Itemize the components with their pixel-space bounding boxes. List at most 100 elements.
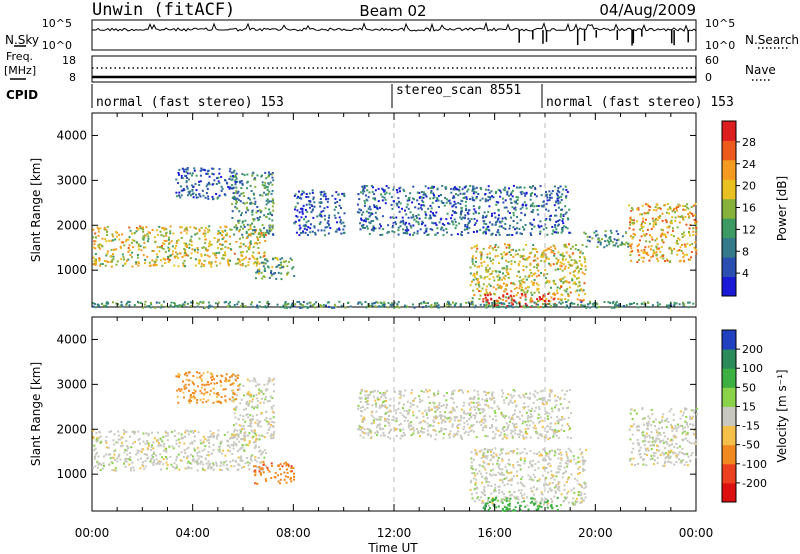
colorbar-swatch — [722, 444, 736, 465]
colorbar-swatch — [722, 482, 736, 503]
velocity-panel: 1000 2000 3000 4000 Slant Range [km] — [29, 316, 698, 512]
nsky-tick-top: 10^5 — [42, 17, 72, 30]
nave-tick-bottom: 0 — [705, 71, 712, 84]
nsearch-tick-bottom: 10^0 — [705, 39, 735, 52]
echo-region — [469, 447, 588, 508]
scatter-cells — [92, 371, 698, 512]
x-tick-label: 04:00 — [175, 526, 210, 540]
colorbar-swatch — [722, 425, 736, 446]
nsky-label: N.Sky — [5, 33, 39, 47]
echo-region — [356, 184, 572, 237]
colorbar-tick-label: 4 — [742, 267, 749, 280]
cpid-segment-3: normal (fast stereo) 153 — [546, 95, 734, 110]
y-tick-label: 4000 — [56, 128, 87, 142]
echo-region — [628, 202, 698, 264]
colorbar-tick-label: 100 — [742, 362, 763, 375]
date-title: 04/Aug/2009 — [599, 1, 696, 19]
x-tick-label: 00:00 — [679, 526, 714, 540]
nsky-trace — [91, 21, 697, 46]
colorbar-swatch — [722, 257, 736, 277]
echo-region — [253, 460, 295, 485]
power-panel: 1000 2000 3000 4000 Slant Range [km] — [29, 112, 698, 309]
echo-region — [293, 189, 346, 237]
station-title: Unwin (fitACF) — [92, 0, 235, 20]
y-axis-label: Slant Range [km] — [29, 362, 43, 466]
colorbar-tick-label: -200 — [742, 477, 767, 490]
colorbar-tick-label: 28 — [742, 136, 756, 149]
colorbar-swatch — [722, 406, 736, 426]
cpid-label: CPID — [6, 88, 38, 102]
beam-title: Beam 02 — [359, 2, 426, 20]
colorbar-tick-label: 16 — [742, 202, 756, 215]
x-axis-ticks: 00:00 04:00 08:00 12:00 16:00 20:00 00:00 — [75, 526, 714, 540]
colorbar-swatch — [722, 237, 736, 258]
colorbar-swatch — [722, 159, 736, 180]
nsky-panel — [91, 19, 697, 51]
echo-region — [175, 371, 240, 404]
echo-region — [230, 171, 275, 236]
nsearch-label: N.Search — [745, 33, 799, 47]
nsearch-tick-top: 10^5 — [705, 17, 735, 30]
colorbar-tick-label: 20 — [742, 180, 756, 193]
freq-tick-top: 18 — [62, 54, 76, 67]
y-tick-label: 4000 — [56, 332, 87, 346]
colorbar-label: Power [dB] — [775, 176, 789, 241]
ground-scatter-strip — [92, 300, 695, 309]
colorbar-tick-label: 8 — [742, 245, 749, 258]
y-tick-label: 2000 — [56, 218, 87, 232]
colorbar-tick-label: -50 — [742, 439, 760, 452]
colorbar-swatch — [722, 140, 736, 161]
echo-region — [92, 429, 267, 472]
y-axis-label: Slant Range [km] — [29, 158, 43, 262]
colorbar-swatch — [722, 330, 736, 350]
colorbar-swatch — [722, 218, 736, 239]
nave-tick-top: 60 — [705, 54, 719, 67]
colorbar-tick-label: 15 — [742, 400, 756, 413]
x-tick-label: 20:00 — [578, 526, 613, 540]
freq-panel — [91, 55, 697, 83]
nave-label: Nave — [745, 63, 776, 77]
x-axis-label: Time UT — [367, 541, 418, 554]
colorbar-swatch — [722, 198, 736, 219]
y-tick-label: 3000 — [56, 173, 87, 187]
cpid-segment-1: normal (fast stereo) 153 — [96, 95, 284, 110]
colorbar-tick-label: 50 — [742, 381, 756, 394]
colorbar-tick-label: -15 — [742, 420, 760, 433]
colorbar-swatch — [722, 179, 736, 200]
x-tick-label: 08:00 — [276, 526, 311, 540]
echo-region — [175, 167, 240, 201]
colorbar-tick-label: 200 — [742, 343, 763, 356]
echo-region — [254, 256, 296, 281]
colorbar-swatch — [722, 368, 736, 388]
colorbar-tick-label: 24 — [742, 158, 756, 171]
colorbar-label: Velocity [m s⁻¹] — [775, 369, 789, 462]
echo-region — [628, 407, 698, 467]
power-colorbar: 4 8 12 16 20 24 28 Power [dB] — [721, 120, 789, 297]
echo-region — [92, 225, 267, 268]
echo-region — [469, 243, 587, 304]
freq-label: Freq. — [6, 50, 33, 63]
colorbar-swatch — [722, 463, 736, 484]
echo-region — [357, 388, 572, 441]
scatter-cells — [92, 167, 698, 309]
colorbar-swatch — [722, 387, 736, 407]
x-tick-label: 16:00 — [477, 526, 512, 540]
colorbar-tick-label: -100 — [742, 458, 767, 471]
y-tick-label: 1000 — [56, 467, 87, 481]
colorbar-swatch — [722, 121, 736, 141]
cpid-panel: normal (fast stereo) 153 stereo_scan 855… — [91, 83, 734, 110]
y-tick-label: 2000 — [56, 422, 87, 436]
nsky-tick-bottom: 10^0 — [42, 39, 72, 52]
echo-region — [583, 229, 630, 249]
colorbar-swatch — [722, 276, 736, 297]
x-tick-label: 12:00 — [377, 526, 412, 540]
cpid-segment-2: stereo_scan 8551 — [396, 83, 521, 98]
freq-tick-bottom: 8 — [69, 71, 76, 84]
velocity-colorbar: 200 100 50 15 -15 -50 -100 -200 Velocity [m s⁻¹] — [721, 329, 789, 503]
colorbar-swatch — [722, 349, 736, 369]
y-tick-label: 3000 — [56, 377, 87, 391]
colorbar-tick-label: 12 — [742, 223, 756, 236]
freq-unit: [MHz] — [4, 64, 36, 77]
y-tick-label: 1000 — [56, 263, 87, 277]
